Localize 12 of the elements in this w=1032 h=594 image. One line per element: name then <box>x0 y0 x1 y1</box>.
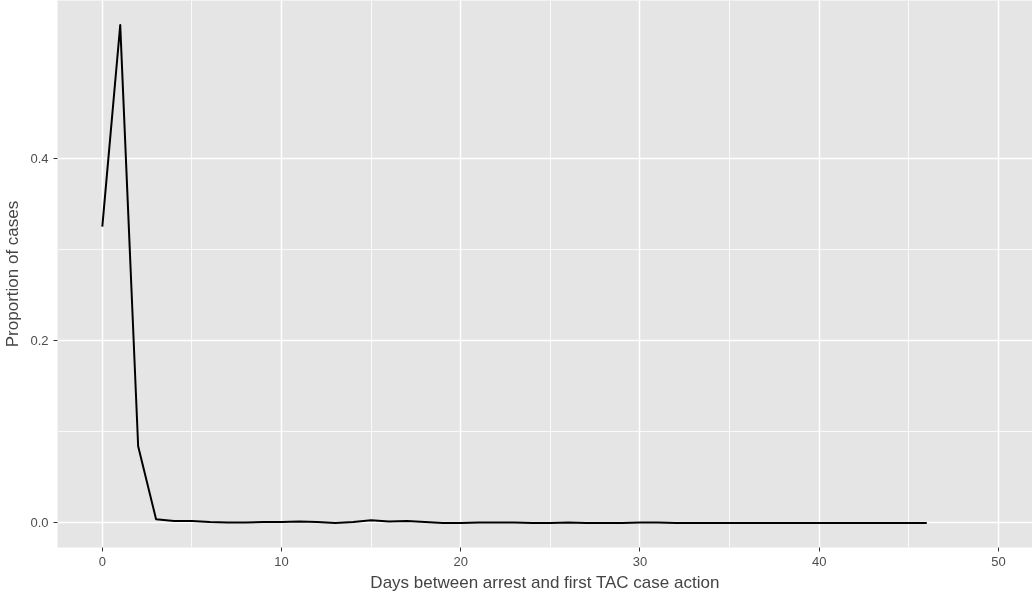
x-tick-label: 20 <box>453 553 468 569</box>
line-series <box>101 24 928 524</box>
x-tick-label: 50 <box>991 553 1006 569</box>
x-tick-label: 0 <box>98 553 106 569</box>
y-tick-label: 0.0 <box>30 515 49 531</box>
y-tick-label: 0.4 <box>30 150 49 166</box>
x-tick-label: 40 <box>811 553 827 569</box>
x-tick-label: 10 <box>274 553 289 569</box>
x-tick-label: 30 <box>632 553 648 569</box>
x-axis-title: Days between arrest and first TAC case action <box>370 572 720 592</box>
y-axis-title: Proportion of cases <box>3 200 23 348</box>
y-tick-label: 0.2 <box>30 333 49 349</box>
